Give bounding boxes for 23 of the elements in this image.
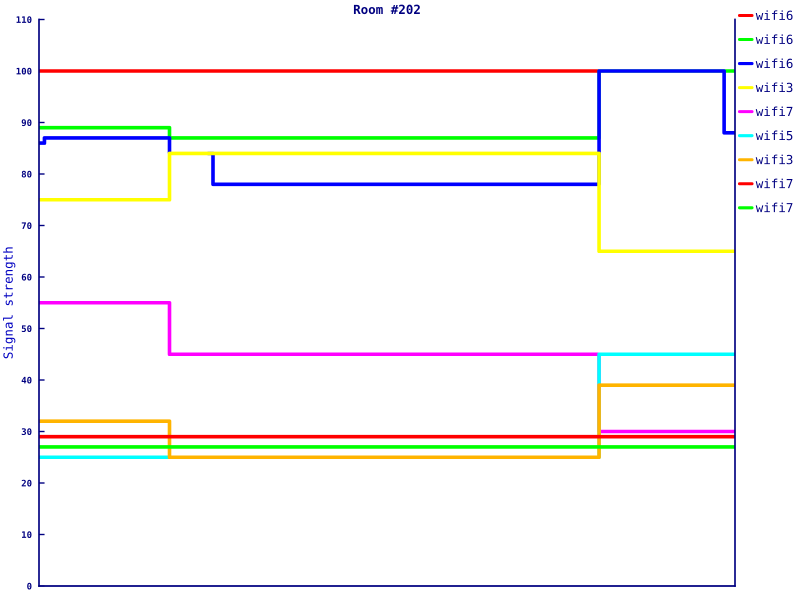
legend-label: wifi6: [756, 34, 793, 44]
y-tick-label: 20: [22, 480, 32, 487]
legend-label: wifi3: [756, 82, 792, 92]
legend-label: wifi6: [756, 58, 793, 68]
legend-label: wifi7: [756, 106, 792, 116]
y-tick-label: 30: [22, 428, 32, 436]
y-tick-label: 110: [16, 16, 32, 24]
y-tick-label: 60: [22, 274, 32, 281]
y-tick-label: 100: [16, 68, 32, 75]
y-tick-label: 90: [22, 119, 32, 126]
y-tick-label: 10: [22, 531, 32, 538]
y-axis-title: Signal strength: [3, 247, 16, 358]
y-tick-label: 40: [22, 376, 32, 384]
legend-label: wifi7: [756, 202, 792, 212]
chart-title: Room #202: [354, 4, 420, 14]
y-tick-label: 70: [22, 222, 32, 230]
y-tick-label: 0: [27, 582, 32, 590]
legend-label: wifi6: [756, 10, 793, 20]
legend-label: wifi3: [756, 154, 792, 164]
legend-label: wifi5: [756, 130, 792, 140]
legend-label: wifi7: [756, 178, 792, 188]
y-tick-label: 50: [22, 325, 32, 332]
y-tick-label: 80: [22, 170, 32, 178]
